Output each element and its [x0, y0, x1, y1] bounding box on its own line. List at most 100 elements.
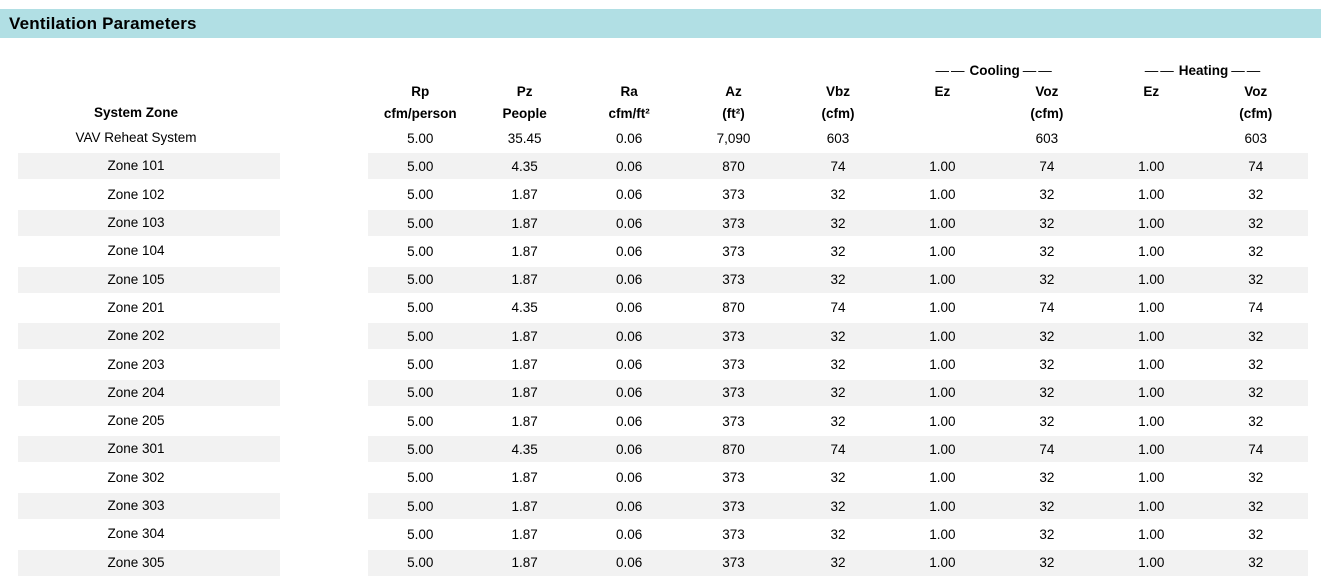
page-title: Ventilation Parameters: [9, 13, 197, 33]
value-cell-az: 373: [722, 328, 745, 344]
value-cell-az: 373: [722, 385, 745, 401]
zone-name-cell: Zone 203: [107, 356, 165, 372]
column-header-rp: Rp: [411, 84, 430, 99]
group-header-heating: —— Heating ——: [1099, 63, 1308, 78]
value-cell-heating-voz: 32: [1248, 357, 1264, 373]
value-cell-heating-ez: 1.00: [1138, 470, 1165, 486]
zone-name-cell: Zone 201: [107, 299, 165, 315]
cooling-dash-left: ——: [935, 63, 967, 78]
value-cell-heating-voz: 32: [1248, 470, 1264, 486]
value-cell-vbz: 32: [830, 328, 846, 344]
cooling-dash-right: ——: [1022, 63, 1054, 78]
cooling-group-label: Cooling: [969, 63, 1020, 78]
value-cell-az: 373: [722, 526, 745, 542]
table-row: Zone 204 5.00 1.87 0.06 373 32 1.00 32 1…: [0, 379, 1321, 407]
row-values: 5.00 1.87 0.06 373 32 1.00 32 1.00 32: [368, 266, 1308, 293]
value-cell-ra: 0.06: [615, 385, 643, 401]
value-cell-heating-voz: 32: [1248, 243, 1264, 259]
value-cell-heating-ez: 1.00: [1138, 555, 1165, 571]
row-values: 5.00 1.87 0.06 373 32 1.00 32 1.00 32: [368, 210, 1308, 237]
zone-name-cell: Zone 302: [107, 469, 165, 485]
value-cell-vbz: 603: [826, 130, 850, 146]
value-cell-heating-ez: 1.00: [1138, 158, 1165, 174]
numeric-column-headers: —— Cooling —— —— Heating —— Rp Pz Ra Az …: [368, 60, 1308, 124]
row-values: 5.00 1.87 0.06 373 32 1.00 32 1.00 32: [368, 521, 1308, 547]
value-cell-heating-ez: 1.00: [1138, 413, 1165, 429]
value-cell-heating-ez: 1.00: [1138, 498, 1165, 514]
value-cell-pz: 1.87: [511, 215, 538, 231]
value-cell-heating-ez: 1.00: [1138, 357, 1165, 373]
zone-name-cell: Zone 103: [18, 210, 280, 237]
value-cell-heating-voz: 32: [1248, 328, 1264, 344]
value-cell-heating-ez: 1.00: [1138, 300, 1165, 316]
value-cell-heating-ez: 1.00: [1138, 328, 1165, 344]
value-cell-rp: 5.00: [407, 526, 434, 542]
column-units-heating-voz: (cfm): [1239, 105, 1273, 121]
value-cell-heating-ez: 1.00: [1138, 385, 1165, 401]
table-row: Zone 103 5.00 1.87 0.06 373 32 1.00 32 1…: [0, 209, 1321, 237]
value-cell-cooling-ez: 1.00: [929, 498, 956, 514]
value-cell-pz: 35.45: [507, 130, 542, 146]
value-cell-ra: 0.06: [615, 187, 643, 203]
table-row: Zone 301 5.00 4.35 0.06 870 74 1.00 74 1…: [0, 435, 1321, 463]
row-values: 5.00 4.35 0.06 870 74 1.00 74 1.00 74: [368, 153, 1308, 180]
value-cell-rp: 5.00: [407, 555, 434, 571]
value-cell-vbz: 32: [830, 413, 846, 429]
value-cell-heating-voz: 32: [1248, 272, 1264, 288]
zone-name-cell: Zone 301: [18, 436, 280, 463]
row-values: 5.00 4.35 0.06 870 74 1.00 74 1.00 74: [368, 436, 1308, 463]
row-values: 5.00 35.45 0.06 7,090 603 603 603: [368, 125, 1308, 151]
value-cell-ra: 0.06: [615, 243, 643, 259]
report-title-bar: Ventilation Parameters: [0, 9, 1321, 38]
value-cell-az: 373: [722, 498, 745, 514]
value-cell-rp: 5.00: [407, 158, 434, 174]
table-header: System Zone —— Cooling —— —— Heating —— …: [0, 60, 1321, 124]
value-cell-cooling-voz: 32: [1039, 555, 1055, 571]
table-row: Zone 102 5.00 1.87 0.06 373 32 1.00 32 1…: [0, 181, 1321, 209]
group-header-cooling: —— Cooling ——: [890, 63, 1099, 78]
value-cell-cooling-ez: 1.00: [929, 158, 956, 174]
value-cell-heating-voz: 74: [1248, 300, 1264, 316]
value-cell-rp: 5.00: [407, 413, 434, 429]
value-cell-heating-voz: 32: [1248, 526, 1264, 542]
value-cell-heating-voz: 603: [1244, 130, 1267, 146]
table-row: Zone 101 5.00 4.35 0.06 870 74 1.00 74 1…: [0, 152, 1321, 180]
value-cell-ra: 0.06: [615, 470, 643, 486]
table-row: VAV Reheat System 5.00 35.45 0.06 7,090 …: [0, 124, 1321, 152]
value-cell-cooling-voz: 32: [1039, 413, 1055, 429]
row-values: 5.00 1.87 0.06 373 32 1.00 32 1.00 32: [368, 465, 1308, 491]
value-cell-vbz: 32: [830, 243, 846, 259]
row-values: 5.00 1.87 0.06 373 32 1.00 32 1.00 32: [368, 323, 1308, 350]
value-cell-heating-ez: 1.00: [1138, 187, 1165, 203]
zone-name-cell: Zone 205: [107, 413, 165, 429]
column-units-az: (ft²): [722, 105, 745, 121]
value-cell-rp: 5.00: [407, 243, 434, 259]
table-body: VAV Reheat System 5.00 35.45 0.06 7,090 …: [0, 124, 1321, 577]
value-cell-ra: 0.06: [615, 300, 643, 316]
row-values: 5.00 1.87 0.06 373 32 1.00 32 1.00 32: [368, 238, 1308, 264]
value-cell-az: 373: [722, 413, 745, 429]
zone-name-cell: Zone 104: [107, 243, 165, 259]
heating-dash-right: ——: [1231, 63, 1263, 78]
value-cell-vbz: 32: [830, 526, 846, 542]
value-cell-ra: 0.06: [615, 498, 643, 514]
column-header-ra: Ra: [620, 84, 638, 99]
value-cell-cooling-voz: 32: [1039, 272, 1055, 288]
value-cell-ra: 0.06: [615, 130, 643, 146]
value-cell-ra: 0.06: [615, 555, 643, 571]
value-cell-heating-voz: 32: [1248, 413, 1264, 429]
value-cell-ra: 0.06: [615, 526, 643, 542]
value-cell-az: 7,090: [716, 130, 751, 146]
value-cell-ra: 0.06: [615, 357, 643, 373]
value-cell-heating-voz: 32: [1248, 187, 1264, 203]
value-cell-cooling-ez: 1.00: [929, 272, 956, 288]
column-header-heating-voz: Voz: [1244, 84, 1268, 99]
value-cell-vbz: 32: [830, 215, 846, 231]
table-row: Zone 304 5.00 1.87 0.06 373 32 1.00 32 1…: [0, 520, 1321, 548]
zone-name-cell: Zone 101: [18, 153, 280, 180]
value-cell-cooling-voz: 32: [1039, 328, 1055, 344]
row-values: 5.00 1.87 0.06 373 32 1.00 32 1.00 32: [368, 549, 1308, 576]
value-cell-cooling-ez: 1.00: [929, 215, 956, 231]
value-cell-cooling-ez: 1.00: [929, 413, 956, 429]
value-cell-cooling-voz: 74: [1039, 441, 1055, 457]
